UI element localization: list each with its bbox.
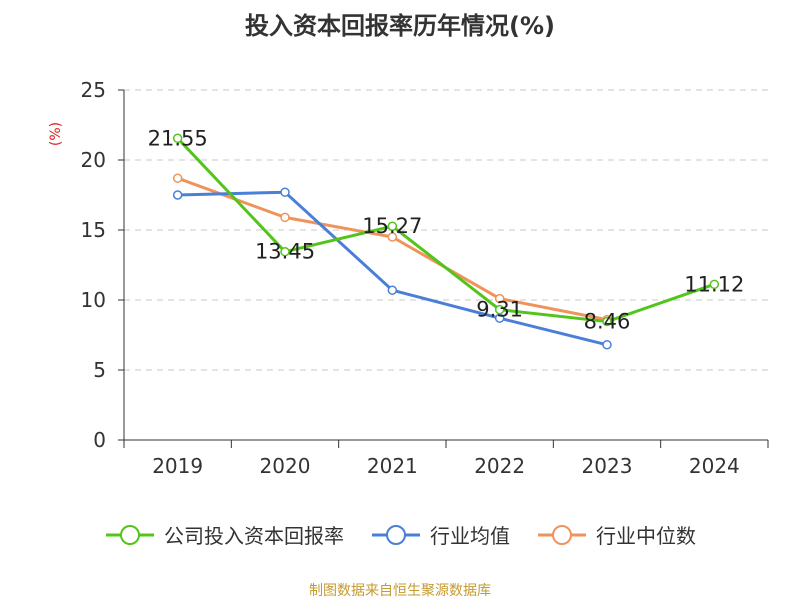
data-point <box>172 173 183 183</box>
line-chart: 0 5 10 15 20 25 2019 2020 2021 2022 2023 2024 21.55 1… <box>81 78 769 478</box>
y-tick-label: 0 <box>93 428 106 452</box>
legend-marker-icon <box>538 524 586 545</box>
legend: 公司投入资本回报率 行业均值 行业中位数 <box>0 520 800 549</box>
x-tick-label: 2020 <box>260 454 311 478</box>
data-point <box>387 285 398 295</box>
y-tick-label: 15 <box>81 218 106 242</box>
legend-marker-icon <box>106 524 154 545</box>
legend-item[interactable]: 行业均值 <box>370 520 510 549</box>
legend-label: 行业中位数 <box>596 524 696 548</box>
data-label: 8.46 <box>584 310 631 334</box>
series-line <box>176 137 715 324</box>
data-point <box>280 246 290 257</box>
y-tick-label: 5 <box>93 358 106 382</box>
x-tick-label: 2021 <box>367 454 418 478</box>
source-note: 制图数据来自恒生聚源数据库 <box>309 583 491 599</box>
x-tick-label: 2019 <box>152 454 203 478</box>
data-point <box>602 316 612 327</box>
legend-label: 公司投入资本回报率 <box>164 524 344 548</box>
data-point <box>602 340 612 350</box>
legend-marker-icon <box>372 524 420 545</box>
data-point <box>172 133 183 144</box>
data-label: 9.31 <box>476 298 523 322</box>
legend-item[interactable]: 行业中位数 <box>536 520 696 549</box>
data-point <box>494 304 505 315</box>
data-point <box>280 187 290 197</box>
chart-title: 投入资本回报率历年情况(%) <box>245 12 555 40</box>
data-point <box>387 232 398 242</box>
data-label: 15.27 <box>362 214 422 238</box>
x-tick-label: 2023 <box>582 454 633 478</box>
data-point <box>387 221 398 231</box>
data-point <box>280 212 290 223</box>
legend-item[interactable]: 公司投入资本回报率 <box>104 520 344 549</box>
series-line <box>177 176 608 322</box>
y-tick-label: 25 <box>81 78 106 102</box>
data-label: 21.55 <box>148 126 208 150</box>
y-tick-label: 20 <box>81 148 106 172</box>
data-point <box>494 293 505 304</box>
legend-label: 行业均值 <box>430 524 510 548</box>
x-tick-label: 2024 <box>689 454 740 478</box>
data-point <box>709 279 720 290</box>
data-label: 13.45 <box>255 240 315 264</box>
data-point <box>172 190 183 200</box>
y-tick-label: 10 <box>81 288 106 312</box>
data-label: 11.12 <box>684 272 744 296</box>
x-tick-label: 2022 <box>474 454 525 478</box>
